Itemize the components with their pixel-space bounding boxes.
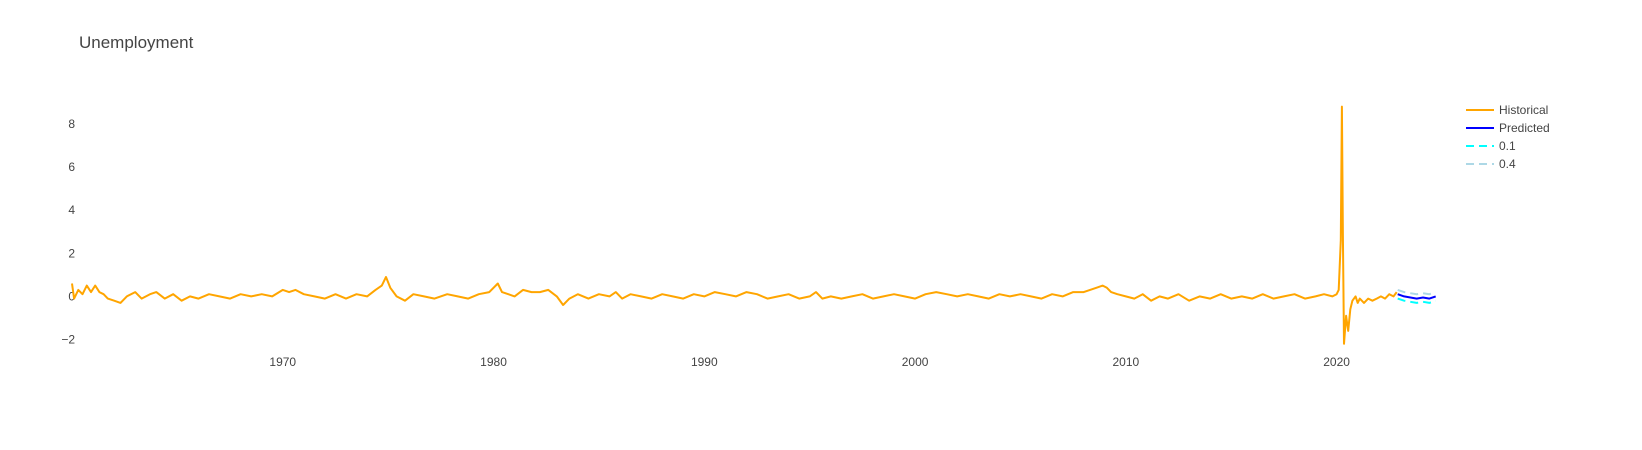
y-axis-ticks: −2 0 2 4 6 8 [61, 117, 75, 347]
legend-item[interactable]: 0.4 [1466, 157, 1516, 171]
y-tick-label: 4 [68, 203, 75, 217]
legend[interactable]: Historical Predicted 0.1 0.4 [1466, 103, 1550, 171]
x-tick-label: 2020 [1323, 355, 1350, 369]
x-tick-label: 1990 [691, 355, 718, 369]
y-tick-label: 0 [68, 289, 75, 303]
series-line-predicted [1397, 293, 1437, 300]
series-line-0-1 [1397, 297, 1437, 304]
legend-label: 0.1 [1499, 139, 1516, 153]
legend-item[interactable]: Historical [1466, 103, 1548, 117]
y-tick-label: 2 [68, 246, 75, 260]
legend-item[interactable]: 0.1 [1466, 139, 1516, 153]
legend-label: 0.4 [1499, 157, 1516, 171]
chart-title: Unemployment [79, 33, 194, 52]
series-lines [71, 105, 1437, 345]
x-tick-label: 2010 [1112, 355, 1139, 369]
y-tick-label: 8 [68, 117, 75, 131]
series-line-historical [71, 105, 1398, 345]
gridlines [72, 123, 1442, 341]
x-tick-label: 1970 [269, 355, 296, 369]
x-tick-label: 1980 [480, 355, 507, 369]
legend-item[interactable]: Predicted [1466, 121, 1550, 135]
y-tick-label: 6 [68, 160, 75, 174]
x-axis-ticks: 1970 1980 1990 2000 2010 2020 [269, 355, 1350, 369]
legend-label: Historical [1499, 103, 1548, 117]
x-tick-label: 2000 [902, 355, 929, 369]
series-line-0-4 [1397, 288, 1437, 296]
y-tick-label: −2 [61, 333, 75, 347]
legend-label: Predicted [1499, 121, 1550, 135]
